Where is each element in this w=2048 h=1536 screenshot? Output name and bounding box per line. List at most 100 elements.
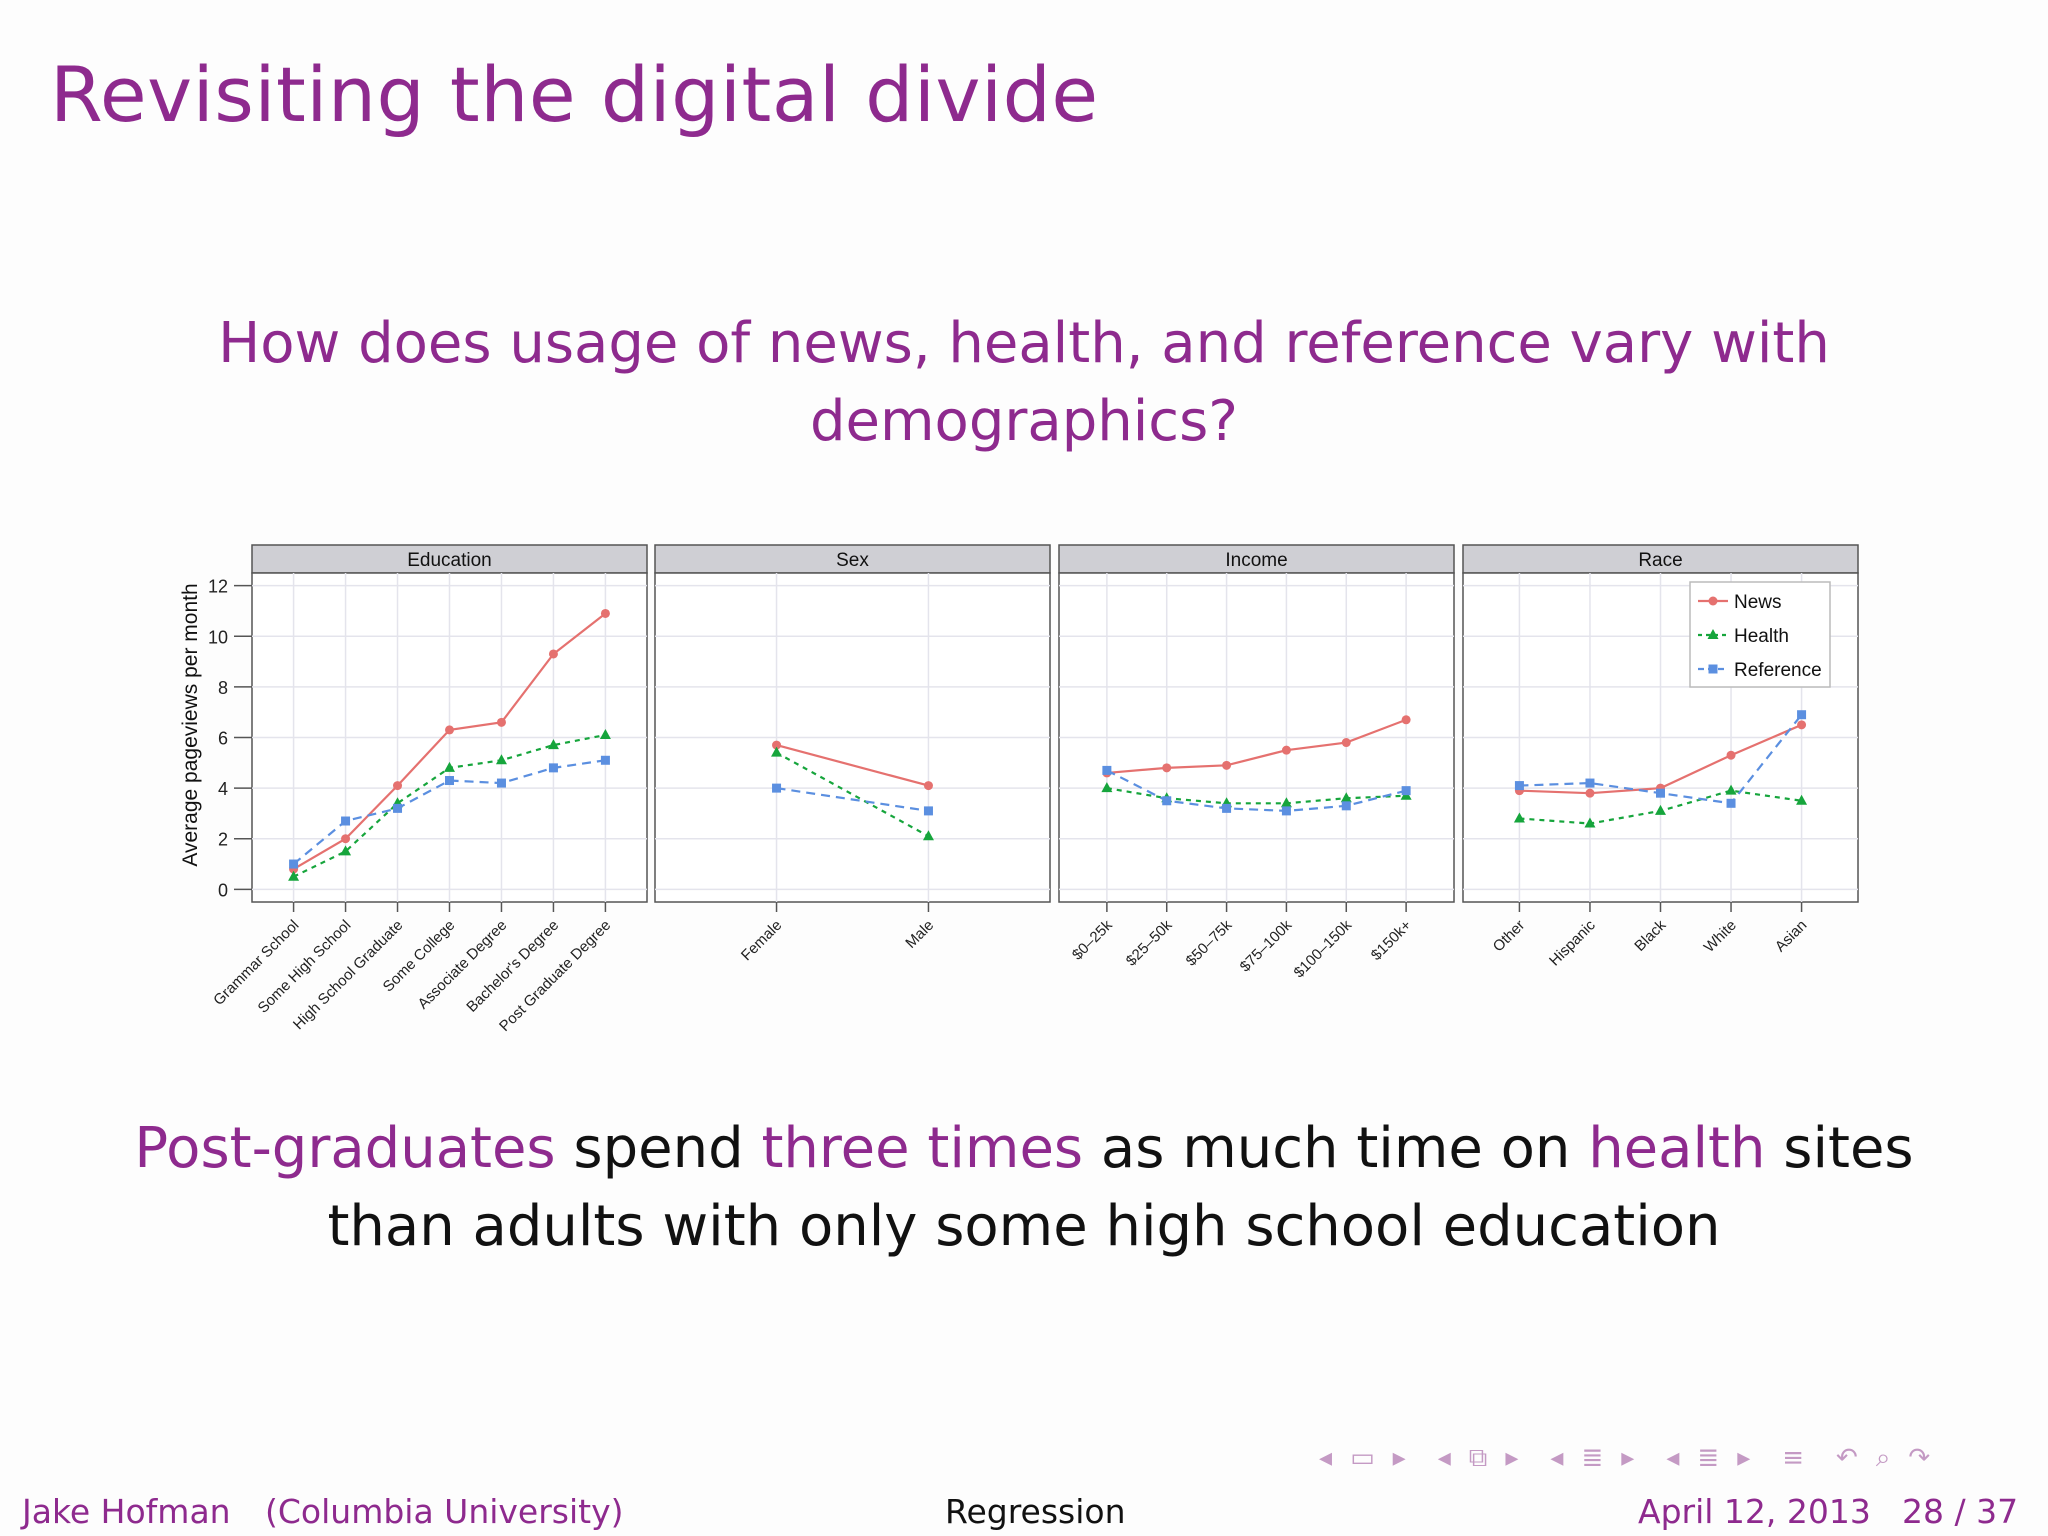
arrow-right-icon[interactable]: ▸ — [1621, 1443, 1635, 1473]
data-point-reference — [1514, 781, 1524, 791]
data-point-news — [600, 608, 610, 618]
data-point-health — [444, 761, 455, 772]
legend-marker-health — [1707, 629, 1719, 639]
x-tick-label: $75–100k — [1237, 916, 1296, 975]
y-tick-label: 6 — [218, 729, 228, 749]
arrow-left-icon[interactable]: ◂ — [1666, 1443, 1680, 1473]
frame-icon[interactable]: ▭ — [1350, 1443, 1375, 1473]
data-point-reference — [1585, 778, 1595, 788]
data-point-news — [1797, 720, 1807, 730]
data-point-reference — [1341, 801, 1351, 811]
footer-page-number: 28 / 37 — [1902, 1492, 2019, 1531]
series-line-reference — [776, 787, 929, 812]
x-tick-label: Male — [902, 917, 937, 952]
series-line-news — [776, 744, 929, 787]
panel-income: Income $0–25k $25–50k $50–75k $75–100k$100–1… — [1058, 544, 1455, 981]
data-point-reference — [1797, 710, 1807, 720]
arrow-left-icon[interactable]: ◂ — [1437, 1443, 1451, 1473]
data-point-news — [548, 649, 558, 659]
panel-sex: Sex Female Male — [654, 544, 1051, 964]
menu-icon[interactable]: ≡ — [1782, 1443, 1805, 1473]
data-point-health — [1584, 817, 1596, 828]
data-point-reference — [1281, 806, 1291, 816]
align-icon[interactable]: ≣ — [1697, 1443, 1720, 1473]
data-point-news — [1341, 738, 1351, 748]
data-point-reference — [772, 783, 782, 793]
conclusion-part: spend — [555, 1116, 762, 1181]
data-point-reference — [445, 776, 454, 786]
footer-title: Regression — [945, 1492, 1126, 1531]
conclusion-part: sites than adults with only some high sc… — [327, 1116, 1914, 1259]
subsection-icon[interactable]: ⧉ — [1468, 1442, 1488, 1473]
arrow-right-icon[interactable]: ▸ — [1737, 1443, 1751, 1473]
data-point-reference — [1656, 788, 1665, 798]
data-point-health — [599, 728, 611, 739]
data-point-news — [1281, 745, 1291, 755]
x-tick-label: Other — [1490, 917, 1529, 956]
arrow-right-icon[interactable]: ▸ — [1505, 1443, 1519, 1473]
data-point-reference — [600, 755, 610, 765]
y-axis-label: Average pageviews per month — [179, 583, 202, 866]
data-point-health — [495, 754, 507, 765]
y-tick-label: 8 — [218, 678, 228, 698]
x-tick-label: Associate Degree — [415, 917, 511, 1013]
y-tick-label: 10 — [208, 627, 228, 647]
search-icon[interactable]: ⌕ — [1875, 1442, 1891, 1473]
data-point-news — [1162, 763, 1172, 773]
legend-label: Health — [1734, 626, 1789, 647]
x-tick-label: Bachelor's Degree — [463, 917, 562, 1016]
data-point-reference — [1102, 765, 1112, 775]
footer-date: April 12, 2013 — [1638, 1492, 1871, 1531]
x-tick-label: Female — [738, 917, 785, 964]
x-tick-label: Some High School — [255, 917, 355, 1017]
y-tick-label: 2 — [218, 830, 228, 850]
x-tick-label: Asian — [1772, 917, 1811, 956]
x-tick-label: $100–150k — [1291, 916, 1356, 981]
conclusion-highlight-postgrad: Post-graduates — [134, 1116, 556, 1181]
data-point-news — [341, 834, 351, 844]
y-tick-label: 4 — [218, 779, 228, 799]
x-tick-label: Black — [1631, 916, 1669, 954]
facet-strip — [654, 544, 1051, 574]
legend-label: Reference — [1734, 660, 1822, 681]
arrow-left-icon[interactable]: ◂ — [1319, 1443, 1333, 1473]
data-point-news — [1222, 760, 1232, 770]
arrow-left-icon[interactable]: ◂ — [1550, 1443, 1564, 1473]
data-point-health — [1655, 804, 1666, 815]
arrow-right-icon[interactable]: ▸ — [1392, 1443, 1406, 1473]
conclusion-highlight-three-times: three times — [761, 1116, 1084, 1181]
series-line-news — [1106, 718, 1407, 775]
series-line-health — [776, 751, 929, 838]
data-point-reference — [1222, 803, 1232, 813]
back-icon[interactable]: ↶ — [1836, 1443, 1858, 1473]
conclusion-text: Post-graduates spend three times as much… — [130, 1110, 1918, 1266]
data-point-reference — [341, 816, 351, 826]
data-point-reference — [1726, 798, 1736, 808]
x-tick-label: Grammar School — [210, 917, 302, 1009]
data-point-health — [547, 739, 559, 750]
data-point-reference — [548, 763, 558, 773]
data-point-reference — [923, 806, 933, 816]
data-point-news — [1585, 788, 1595, 798]
footer: Jake Hofman (Columbia University) Regres… — [0, 1488, 2048, 1536]
x-tick-label: $150k+ — [1368, 917, 1415, 964]
forward-icon[interactable]: ↷ — [1908, 1443, 1931, 1473]
data-point-news — [923, 781, 933, 791]
x-tick-label: $50–75k — [1183, 916, 1236, 969]
slide-question: How does usage of news, health, and refe… — [218, 311, 1830, 454]
data-point-reference — [1162, 796, 1172, 806]
chart-legend: News Health Reference — [1689, 581, 1831, 688]
footer-affiliation: (Columbia University) — [265, 1492, 624, 1531]
series-line-reference — [1106, 769, 1407, 812]
y-tick-label: 12 — [208, 577, 228, 597]
facet-title: Income — [1225, 550, 1287, 571]
data-point-reference — [289, 859, 299, 869]
slide-title: Revisiting the digital divide — [50, 50, 1099, 139]
x-tick-label: White — [1701, 917, 1740, 956]
legend-marker-news — [1708, 596, 1718, 606]
faceted-line-chart: Average pageviews per month 0 2 4 6 8 10 12 Educ… — [179, 544, 1859, 1035]
data-point-health — [288, 870, 300, 881]
x-tick-label: Hispanic — [1546, 916, 1599, 969]
section-icon[interactable]: ≣ — [1581, 1443, 1604, 1473]
